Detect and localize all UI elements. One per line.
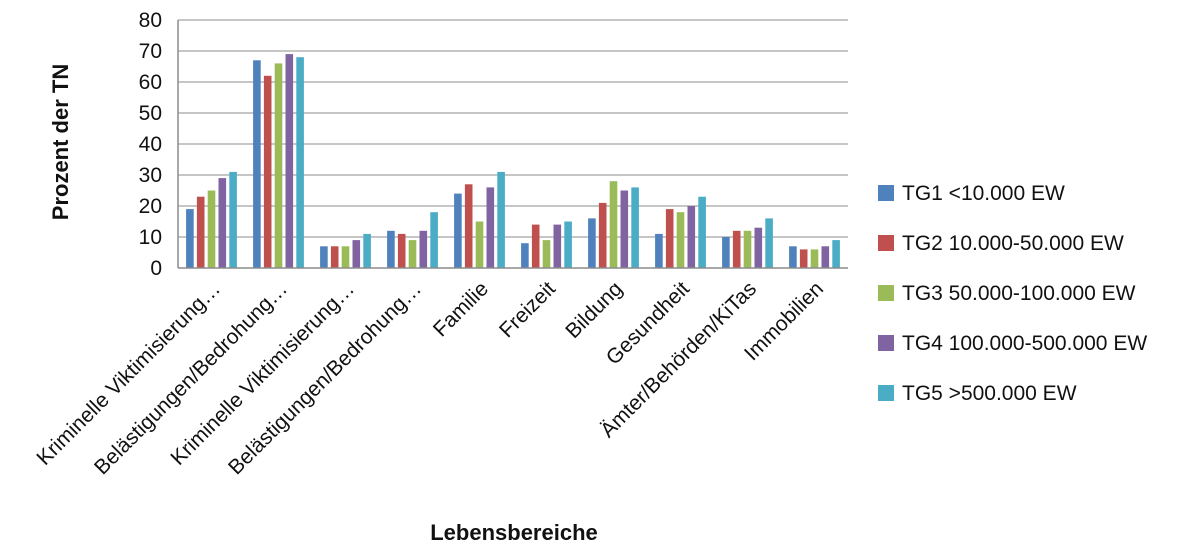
x-axis-categories: Kriminelle Viktimisierung…Belästigungen/… bbox=[32, 277, 828, 479]
bar-2-6 bbox=[532, 225, 540, 268]
bar-3-9 bbox=[744, 231, 752, 268]
legend-label: TG2 10.000-50.000 EW bbox=[902, 232, 1124, 255]
legend-label: TG4 100.000-500.000 EW bbox=[902, 332, 1147, 355]
bar-2-2 bbox=[264, 76, 272, 268]
y-axis-ticks: 0 10 20 30 40 50 60 70 80 bbox=[139, 9, 162, 280]
bar-4-3 bbox=[353, 240, 361, 268]
bar-1-1 bbox=[186, 209, 194, 268]
x-category-label: Bildung bbox=[561, 277, 627, 343]
bar-5-6 bbox=[564, 222, 572, 269]
bar-4-5 bbox=[487, 187, 495, 268]
bar-3-3 bbox=[342, 246, 350, 268]
bar-5-2 bbox=[296, 57, 304, 268]
bar-4-1 bbox=[219, 178, 227, 268]
bar-4-6 bbox=[554, 225, 562, 268]
bar-1-8 bbox=[655, 234, 663, 268]
legend-label: TG3 50.000-100.000 EW bbox=[902, 282, 1136, 305]
bar-2-10 bbox=[800, 249, 808, 268]
y-tick-label: 10 bbox=[139, 226, 162, 249]
y-tick-label: 70 bbox=[139, 40, 162, 63]
legend-swatch bbox=[878, 335, 894, 351]
bar-5-4 bbox=[430, 212, 438, 268]
bar-4-8 bbox=[688, 206, 696, 268]
bar-5-5 bbox=[497, 172, 505, 268]
bar-3-2 bbox=[275, 63, 283, 268]
bar-1-10 bbox=[789, 246, 797, 268]
bar-4-10 bbox=[822, 246, 830, 268]
bar-3-7 bbox=[610, 181, 618, 268]
bar-1-5 bbox=[454, 194, 462, 268]
bar-1-4 bbox=[387, 231, 395, 268]
bar-1-3 bbox=[320, 246, 328, 268]
bar-3-10 bbox=[811, 249, 819, 268]
bar-5-7 bbox=[631, 187, 639, 268]
y-tick-label: 80 bbox=[139, 9, 162, 32]
legend-swatch bbox=[878, 385, 894, 401]
bar-4-2 bbox=[286, 54, 294, 268]
bar-1-6 bbox=[521, 243, 529, 268]
bar-4-7 bbox=[621, 191, 629, 269]
y-tick-label: 40 bbox=[139, 133, 162, 156]
legend: TG1 <10.000 EW TG2 10.000-50.000 EW TG3 50… bbox=[878, 182, 1147, 405]
bar-3-4 bbox=[409, 240, 417, 268]
y-tick-label: 60 bbox=[139, 71, 162, 94]
x-category-label: Freizeit bbox=[495, 277, 560, 342]
bar-2-1 bbox=[197, 197, 205, 268]
bar-1-9 bbox=[722, 237, 730, 268]
y-tick-label: 30 bbox=[139, 164, 162, 187]
bar-5-9 bbox=[765, 218, 773, 268]
bar-2-7 bbox=[599, 203, 607, 268]
x-category-label: Familie bbox=[429, 277, 493, 341]
bars bbox=[186, 54, 840, 268]
y-tick-label: 50 bbox=[139, 102, 162, 125]
bar-3-6 bbox=[543, 240, 551, 268]
bar-3-1 bbox=[208, 191, 216, 269]
legend-swatch bbox=[878, 285, 894, 301]
bar-5-10 bbox=[832, 240, 840, 268]
bar-1-2 bbox=[253, 60, 261, 268]
x-axis-title: Lebensbereiche bbox=[430, 520, 598, 545]
bar-1-7 bbox=[588, 218, 596, 268]
bar-4-4 bbox=[420, 231, 428, 268]
bar-4-9 bbox=[755, 228, 763, 268]
legend-swatch bbox=[878, 185, 894, 201]
bar-2-8 bbox=[666, 209, 674, 268]
bar-2-3 bbox=[331, 246, 339, 268]
bar-3-5 bbox=[476, 222, 484, 269]
bar-5-1 bbox=[229, 172, 237, 268]
y-tick-label: 20 bbox=[139, 195, 162, 218]
bar-5-3 bbox=[363, 234, 371, 268]
bar-2-5 bbox=[465, 184, 473, 268]
legend-label: TG5 >500.000 EW bbox=[902, 382, 1077, 405]
bar-2-9 bbox=[733, 231, 741, 268]
y-axis-title: Prozent der TN bbox=[48, 64, 73, 220]
bar-3-8 bbox=[677, 212, 685, 268]
bar-5-8 bbox=[698, 197, 706, 268]
legend-swatch bbox=[878, 235, 894, 251]
y-tick-label: 0 bbox=[150, 257, 162, 280]
bar-2-4 bbox=[398, 234, 406, 268]
legend-label: TG1 <10.000 EW bbox=[902, 182, 1065, 205]
